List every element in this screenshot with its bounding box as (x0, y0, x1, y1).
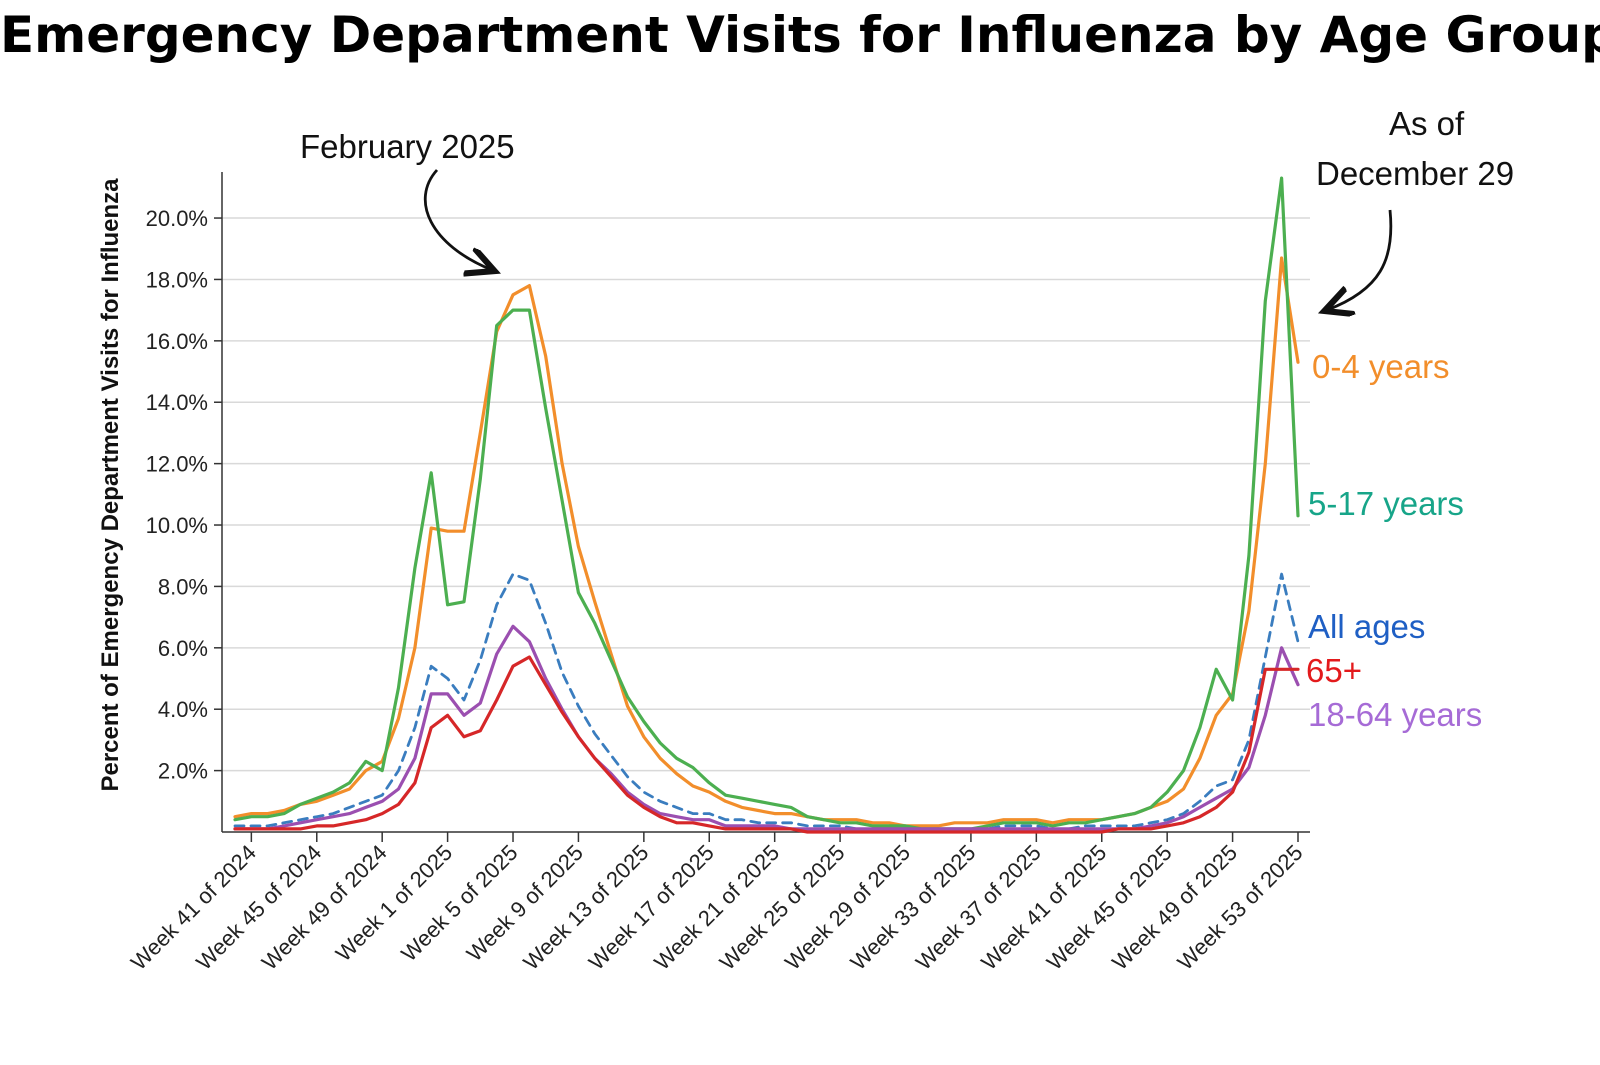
chart-title: Emergency Department Visits for Influenz… (0, 6, 1600, 64)
y-tick-label: 10.0% (146, 513, 208, 538)
x-tick-label: Week 1 of 2025 (331, 840, 457, 966)
annotation-as-of-line2: December 29 (1316, 155, 1514, 192)
series-line-65- (233, 655, 1300, 834)
y-axis-ticks: 2.0% 4.0% 6.0% 8.0% 10.0% 12.0% 14.0% 16.0% 18.0… (146, 206, 222, 784)
series-line-0-4-years (233, 256, 1300, 828)
axes (221, 172, 1310, 833)
series-line-5-17-years (233, 176, 1300, 831)
annotations: February 2025 As of December 29 (300, 105, 1514, 310)
series-line-all-ages (233, 572, 1300, 831)
series-label-5-17-years: 5-17 years (1308, 485, 1464, 522)
y-tick-label: 6.0% (158, 636, 208, 661)
y-tick-label: 12.0% (146, 452, 208, 477)
grid-lines (222, 217, 1310, 772)
y-tick-label: 8.0% (158, 574, 208, 599)
annotation-as-of-line1: As of (1389, 105, 1465, 142)
x-tick-label: Week 5 of 2025 (396, 840, 522, 966)
series-label-0-4-years: 0-4 years (1312, 348, 1450, 385)
y-tick-label: 14.0% (146, 390, 208, 415)
y-tick-label: 16.0% (146, 329, 208, 354)
y-tick-label: 4.0% (158, 697, 208, 722)
series-label-65-plus: 65+ (1306, 652, 1362, 689)
series-lines (233, 176, 1300, 834)
y-tick-label: 18.0% (146, 267, 208, 292)
x-tick-label: Week 53 of 2025 (1173, 840, 1308, 975)
y-tick-label: 20.0% (146, 206, 208, 231)
series-label-18-64-years: 18-64 years (1308, 696, 1482, 733)
series-label-all-ages: All ages (1308, 608, 1425, 645)
annotation-february-2025: February 2025 (300, 128, 515, 165)
annotation-arrow-february (423, 169, 492, 270)
series-labels: 0-4 years 5-17 years All ages 65+ 18-64 … (1306, 348, 1482, 733)
y-tick-label: 2.0% (158, 759, 208, 784)
annotation-arrow-december (1327, 209, 1393, 310)
x-tick-label: Week 9 of 2025 (462, 840, 588, 966)
y-axis-label: Percent of Emergency Department Visits f… (97, 178, 124, 792)
